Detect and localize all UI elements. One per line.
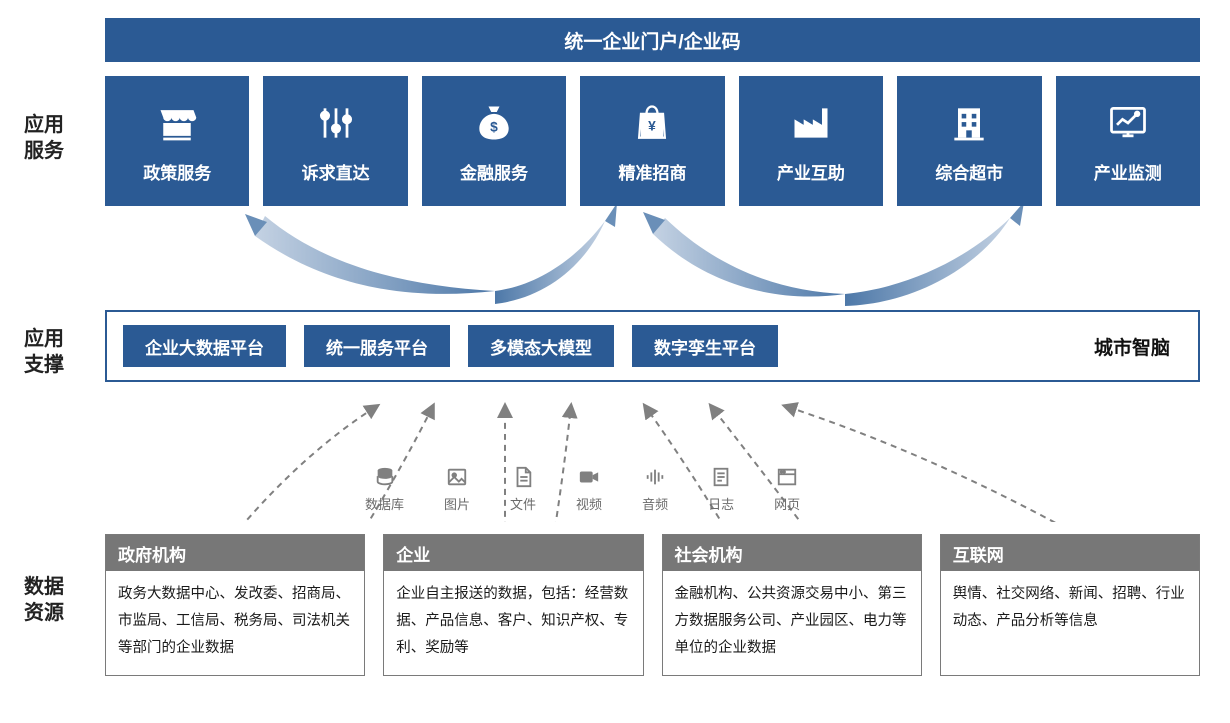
service-tiles: 政策服务 诉求直达 $ 金融服务 ¥ 精准招商 产业互助 — [105, 76, 1200, 206]
tile-investment: ¥ 精准招商 — [580, 76, 724, 206]
dtype-image: 图片 — [444, 464, 470, 513]
source-card-gov: 政府机构 政务大数据中心、发改委、招商局、市监局、工信局、税务局、司法机关等部门… — [105, 534, 365, 676]
svg-text:¥: ¥ — [649, 118, 657, 133]
money-bag-icon: $ — [470, 99, 518, 147]
audio-icon — [642, 464, 668, 490]
header-bar: 统一企业门户/企业码 — [105, 18, 1200, 62]
architecture-diagram: 应用服务 应用支撑 数据资源 统一企业门户/企业码 政策服务 诉求直达 $ 金融… — [0, 0, 1230, 723]
source-body: 舆情、社交网络、新闻、招聘、行业动态、产品分析等信息 — [941, 571, 1199, 649]
support-item-digital-twin: 数字孪生平台 — [632, 325, 778, 367]
store-icon — [153, 99, 201, 147]
source-body: 金融机构、公共资源交易中小、第三方数据服务公司、产业园区、电力等单位的企业数据 — [663, 571, 921, 675]
dtype-database: 数据库 — [365, 464, 404, 513]
building-icon — [945, 99, 993, 147]
header-title: 统一企业门户/企业码 — [564, 27, 740, 54]
flow-arrow-3 — [643, 212, 845, 297]
source-card-enterprise: 企业 企业自主报送的数据，包括：经营数据、产品信息、客户、知识产权、专利、奖励等 — [383, 534, 643, 676]
source-body: 企业自主报送的数据，包括：经营数据、产品信息、客户、知识产权、专利、奖励等 — [384, 571, 642, 675]
tile-industry-aid: 产业互助 — [739, 76, 883, 206]
dtype-label: 图片 — [444, 494, 470, 513]
tile-label: 产业监测 — [1094, 159, 1162, 184]
row-label-sources: 数据资源 — [24, 574, 84, 626]
dtype-label: 网页 — [774, 494, 800, 513]
support-item-multimodal: 多模态大模型 — [468, 325, 614, 367]
dtype-file: 文件 — [510, 464, 536, 513]
tile-supermarket: 综合超市 — [897, 76, 1041, 206]
dtype-video: 视频 — [576, 464, 602, 513]
tile-label: 政策服务 — [143, 159, 211, 184]
log-icon — [708, 464, 734, 490]
support-tail-label: 城市智脑 — [1094, 333, 1182, 360]
tile-label: 精准招商 — [618, 159, 686, 184]
tile-monitor: 产业监测 — [1056, 76, 1200, 206]
image-icon — [444, 464, 470, 490]
row-label-services: 应用服务 — [24, 112, 84, 164]
data-type-row: 数据库 图片 文件 视频 — [365, 464, 800, 513]
source-title: 社会机构 — [663, 535, 921, 571]
file-icon — [510, 464, 536, 490]
webpage-icon — [774, 464, 800, 490]
source-title: 政府机构 — [106, 535, 364, 571]
tile-policy-service: 政策服务 — [105, 76, 249, 206]
source-cards: 政府机构 政务大数据中心、发改委、招商局、市监局、工信局、税务局、司法机关等部门… — [105, 534, 1200, 676]
flow-arrow-1 — [245, 214, 495, 294]
database-icon — [372, 464, 398, 490]
flow-arrow-2 — [495, 206, 617, 304]
source-title: 互联网 — [941, 535, 1199, 571]
dtype-log: 日志 — [708, 464, 734, 513]
data-type-layer: 数据库 图片 文件 视频 — [105, 392, 1200, 522]
row-label-support: 应用支撑 — [24, 326, 84, 378]
shopping-bag-icon: ¥ — [628, 99, 676, 147]
sliders-icon — [312, 99, 360, 147]
source-card-internet: 互联网 舆情、社交网络、新闻、招聘、行业动态、产品分析等信息 — [940, 534, 1200, 676]
monitor-chart-icon — [1104, 99, 1152, 147]
source-body: 政务大数据中心、发改委、招商局、市监局、工信局、税务局、司法机关等部门的企业数据 — [106, 571, 364, 675]
dtype-label: 视频 — [576, 494, 602, 513]
dtype-label: 音频 — [642, 494, 668, 513]
dtype-label: 文件 — [510, 494, 536, 513]
flow-arrow-4 — [845, 206, 1024, 306]
tile-finance: $ 金融服务 — [422, 76, 566, 206]
tile-label: 诉求直达 — [302, 159, 370, 184]
support-box: 企业大数据平台 统一服务平台 多模态大模型 数字孪生平台 城市智脑 — [105, 310, 1200, 382]
source-card-social: 社会机构 金融机构、公共资源交易中小、第三方数据服务公司、产业园区、电力等单位的… — [662, 534, 922, 676]
dtype-audio: 音频 — [642, 464, 668, 513]
video-icon — [576, 464, 602, 490]
tile-label: 金融服务 — [460, 159, 528, 184]
factory-icon — [787, 99, 835, 147]
support-item-bigdata: 企业大数据平台 — [123, 325, 286, 367]
flow-arrows-layer — [105, 206, 1200, 306]
dtype-label: 日志 — [708, 494, 734, 513]
source-title: 企业 — [384, 535, 642, 571]
dtype-label: 数据库 — [365, 494, 404, 513]
dtype-webpage: 网页 — [774, 464, 800, 513]
tile-label: 综合超市 — [935, 159, 1003, 184]
tile-appeal: 诉求直达 — [263, 76, 407, 206]
tile-label: 产业互助 — [777, 159, 845, 184]
support-item-service-platform: 统一服务平台 — [304, 325, 450, 367]
svg-text:$: $ — [490, 119, 498, 134]
